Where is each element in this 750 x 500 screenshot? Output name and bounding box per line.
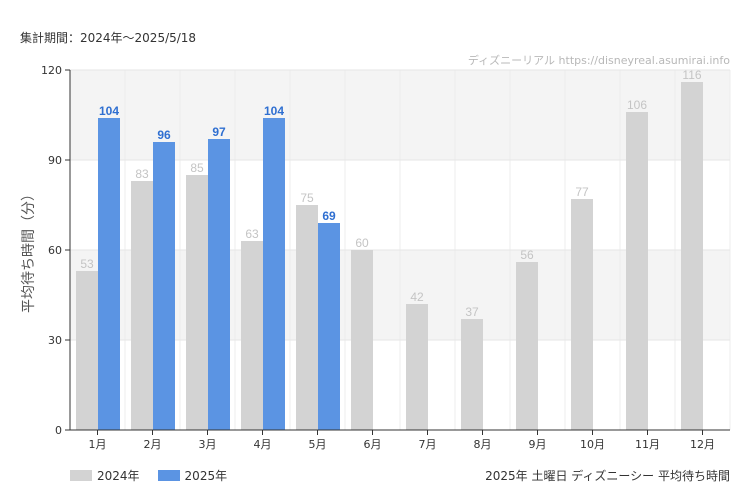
bar-2024	[241, 241, 263, 430]
data-label-2024: 106	[627, 98, 647, 112]
legend-label-2024: 2024年	[97, 469, 140, 483]
data-label-2025: 104	[99, 104, 119, 118]
data-label-2024: 60	[355, 236, 369, 250]
chart-caption: 2025年 土曜日 ディズニーシー 平均待ち時間	[485, 469, 730, 483]
x-tick-label: 7月	[419, 438, 437, 451]
bar-2025	[318, 223, 340, 430]
x-tick-label: 8月	[474, 438, 492, 451]
legend-item-2025: 2025年	[157, 467, 228, 484]
data-label-2025: 69	[322, 209, 336, 223]
data-label-2024: 53	[80, 257, 94, 271]
x-tick-label: 6月	[364, 438, 382, 451]
x-tick-label: 12月	[690, 438, 715, 451]
data-label-2025: 97	[212, 125, 226, 139]
data-label-2024: 75	[300, 191, 314, 205]
bar-2024	[571, 199, 593, 430]
legend-item-2024: 2024年	[70, 467, 140, 484]
data-label-2024: 83	[135, 167, 149, 181]
x-tick-label: 3月	[199, 438, 217, 451]
data-label-2024: 37	[465, 305, 479, 319]
collection-period: 集計期間：2024年～2025/5/18	[20, 31, 197, 45]
data-label-2024: 63	[245, 227, 259, 241]
bar-2024	[351, 250, 373, 430]
bar-2025	[153, 142, 175, 430]
y-tick-label: 0	[55, 424, 62, 437]
bar-2024	[296, 205, 318, 430]
bar-2024	[626, 112, 648, 430]
data-label-2024: 42	[410, 290, 424, 304]
bar-2024	[516, 262, 538, 430]
bar-2025	[208, 139, 230, 430]
data-label-2024: 56	[520, 248, 534, 262]
data-label-2025: 104	[264, 104, 284, 118]
x-tick-label: 11月	[635, 438, 660, 451]
bar-2024	[186, 175, 208, 430]
x-tick-label: 5月	[309, 438, 327, 451]
site-credit: ディズニーリアル https://disneyreal.asumirai.inf…	[467, 54, 730, 67]
y-tick-label: 120	[41, 64, 62, 77]
x-tick-label: 2月	[144, 438, 162, 451]
bar-2024	[76, 271, 98, 430]
legend-label-2025: 2025年	[184, 469, 228, 483]
data-label-2024: 77	[575, 185, 589, 199]
y-tick-label: 90	[48, 154, 62, 167]
legend: 2024年 2025年	[70, 467, 227, 484]
data-label-2024: 116	[682, 68, 701, 82]
legend-swatch-2025	[157, 470, 180, 481]
bar-2024	[406, 304, 428, 430]
x-tick-label: 4月	[254, 438, 272, 451]
x-tick-label: 9月	[529, 438, 547, 451]
data-label-2024: 85	[190, 161, 204, 175]
bar-2024	[131, 181, 153, 430]
legend-swatch-2024	[70, 470, 92, 481]
data-label-2025: 96	[157, 128, 171, 142]
bar-2025	[263, 118, 285, 430]
y-tick-label: 30	[48, 334, 62, 347]
x-tick-label: 10月	[580, 438, 605, 451]
y-tick-label: 60	[48, 244, 62, 257]
x-tick-label: 1月	[89, 438, 107, 451]
bar-2024	[681, 82, 703, 430]
bar-2024	[461, 319, 483, 430]
bar-2025	[98, 118, 120, 430]
